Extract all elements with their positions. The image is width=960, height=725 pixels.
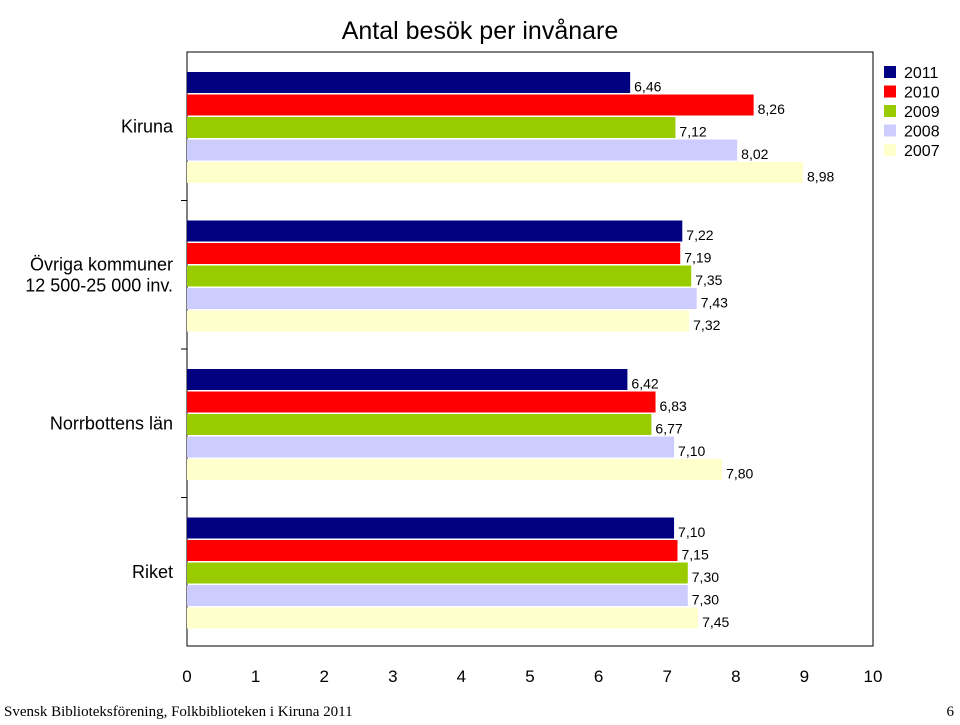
x-tick-label: 1 <box>251 667 260 686</box>
x-tick-label: 4 <box>457 667 466 686</box>
legend-label: 2010 <box>904 85 940 102</box>
data-label: 6,46 <box>634 79 661 95</box>
bar <box>187 369 628 390</box>
bar <box>187 540 678 561</box>
legend-swatch <box>884 66 896 78</box>
data-label: 7,10 <box>678 524 705 540</box>
page-number: 6 <box>946 704 955 720</box>
legend-label: 2009 <box>904 104 940 121</box>
x-tick-label: 6 <box>594 667 603 686</box>
bar <box>187 220 683 242</box>
data-label: 8,02 <box>741 146 768 162</box>
bar <box>187 459 723 480</box>
bar <box>187 562 688 584</box>
legend-swatch <box>884 105 896 117</box>
plot-area: 6,46 8,26 7,12 8,02 8,98 Kiruna 7,22 7,19 7,35 7,… <box>25 51 883 686</box>
legend-swatch <box>884 85 896 98</box>
bar <box>187 117 676 138</box>
legend-label: 2011 <box>904 65 939 82</box>
bar <box>187 517 675 539</box>
x-tick-label: 8 <box>731 667 740 686</box>
category-label: Kiruna <box>121 116 174 136</box>
data-label: 7,19 <box>684 250 711 266</box>
bar <box>187 243 681 264</box>
data-label: 7,35 <box>695 272 722 288</box>
x-tick-label: 7 <box>662 667 671 686</box>
x-tick-label: 3 <box>388 667 397 686</box>
data-label: 7,15 <box>681 547 708 563</box>
data-label: 6,83 <box>660 398 687 414</box>
category-label: Riket <box>132 562 173 582</box>
data-label: 7,22 <box>686 227 713 243</box>
data-label: 7,45 <box>702 614 729 630</box>
data-label: 7,43 <box>701 295 728 311</box>
bar <box>187 288 697 309</box>
bar <box>187 72 631 93</box>
bar <box>187 265 692 287</box>
legend: 2011 2010 2009 2008 2007 <box>884 65 940 160</box>
bar <box>187 414 652 435</box>
bar <box>187 162 804 183</box>
legend-label: 2007 <box>904 143 940 160</box>
category-label: 12 500-25 000 inv. <box>25 275 173 295</box>
category-label: Norrbottens län <box>50 413 173 433</box>
bar <box>187 139 738 161</box>
data-label: 8,98 <box>807 169 834 185</box>
legend-label: 2008 <box>904 124 940 141</box>
bar <box>187 94 754 116</box>
data-label: 6,42 <box>631 376 658 392</box>
data-label: 7,80 <box>726 466 753 482</box>
data-label: 7,30 <box>692 592 719 608</box>
legend-swatch <box>884 124 896 137</box>
x-tick-label: 0 <box>182 667 191 686</box>
legend-swatch <box>884 144 896 156</box>
chart-title: Antal besök per invånare <box>342 17 619 45</box>
bar <box>187 585 688 606</box>
data-label: 7,10 <box>678 443 705 459</box>
bar-chart: Antal besök per invånare 6,46 8,26 7,12 8,0… <box>25 17 940 686</box>
bar <box>187 310 690 332</box>
bar <box>187 607 699 629</box>
x-tick-label: 10 <box>864 667 883 686</box>
data-label: 8,26 <box>758 101 785 117</box>
data-label: 6,77 <box>655 421 682 437</box>
category-label: Övriga kommuner <box>30 254 173 274</box>
data-label: 7,12 <box>679 124 706 140</box>
x-tick-label: 9 <box>800 667 809 686</box>
data-label: 7,32 <box>693 317 720 333</box>
bar <box>187 391 656 413</box>
data-label: 7,30 <box>692 569 719 585</box>
footer-text: Svensk Biblioteksförening, Folkbibliotek… <box>4 704 353 720</box>
x-tick-label: 5 <box>525 667 534 686</box>
x-tick-label: 2 <box>319 667 328 686</box>
bar <box>187 436 675 458</box>
